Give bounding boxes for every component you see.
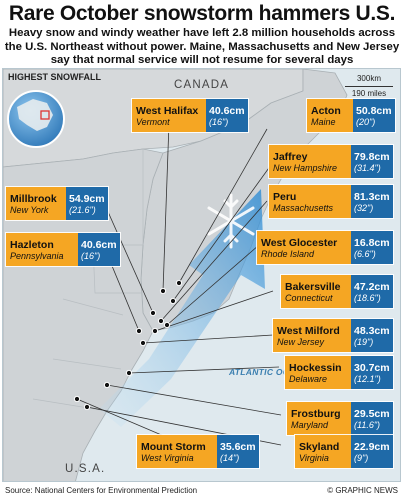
snowfall-inches: (6.6") [354,249,376,259]
callout-frostburg: Frostburg Maryland 29.5cm (11.6") [287,402,393,435]
country-label-usa: U.S.A. [65,463,106,475]
location-name: West Halifax [136,105,199,117]
snowfall-cm: 30.7cm [354,362,390,374]
credit: © GRAPHIC NEWS [327,486,398,495]
callout-acton: Acton Maine 50.8cm (20") [307,99,395,132]
callout-jaffrey: Jaffrey New Hampshire 79.8cm (31.4") [269,145,393,178]
map-panel: HIGHEST SNOWFALL CANADA U.S.A. ATLANTIC … [2,68,401,482]
callout-hazleton: Hazleton Pennsylvania 40.6cm (16") [6,233,120,266]
location-state: Rhode Island [261,249,315,259]
snowfall-inches: (18.6") [354,293,381,303]
location-name: Frostburg [291,408,341,420]
location-name: West Glocester [261,237,338,249]
callout-millbrook: Millbrook New York 54.9cm (21.6") [6,187,108,220]
location-name: Peru [273,191,297,203]
location-name: Millbrook [10,193,57,205]
location-state: New York [10,205,49,215]
location-name: West Milford [277,325,340,337]
callout-hockessin: Hockessin Delaware 30.7cm (12.1") [285,356,393,389]
snowfall-inches: (14") [220,453,240,463]
location-name: Jaffrey [273,151,308,163]
snowfall-cm: 22.9cm [354,441,390,453]
callout-bakersville: Bakersville Connecticut 47.2cm (18.6") [281,275,393,308]
location-state: Virginia [299,453,329,463]
snowfall-cm: 40.6cm [209,105,245,117]
scale-bar: 300km 190 miles [343,72,395,101]
snowfall-cm: 79.8cm [354,151,390,163]
callout-peru: Peru Massachusetts 81.3cm (32") [269,185,393,218]
snowfall-inches: (32") [354,203,374,213]
location-state: New Hampshire [273,163,338,173]
snowfall-inches: (19") [354,337,374,347]
snowfall-cm: 48.3cm [354,325,390,337]
location-state: Pennsylvania [10,251,64,261]
snowfall-inches: (16") [81,251,101,261]
source-note: Source: National Centers for Environment… [5,486,198,495]
location-name: Hazleton [10,239,54,251]
snowfall-cm: 50.8cm [356,105,392,117]
location-name: Skyland [299,441,340,453]
location-state: Maine [311,117,336,127]
scale-line [345,86,393,87]
location-state: Maryland [291,420,329,430]
country-label-canada: CANADA [174,79,230,91]
snowfall-inches: (16") [209,117,229,127]
location-state: New Jersey [277,337,325,347]
location-state: Massachusetts [273,203,334,213]
us-land [3,148,164,481]
location-state: Vermont [136,117,170,127]
snowfall-inches: (11.6") [354,420,381,430]
location-name: Acton [311,105,341,117]
location-state: West Virginia [141,453,194,463]
location-state: Connecticut [285,293,333,303]
snowfall-cm: 35.6cm [220,441,256,453]
snowfall-cm: 29.5cm [354,408,390,420]
location-name: Bakersville [285,281,341,293]
snowfall-cm: 16.8cm [354,237,390,249]
globe-locator-icon [7,90,65,148]
storm-arrow [99,189,265,427]
callout-west-milford: West Milford New Jersey 48.3cm (19") [273,319,393,352]
snowfall-inches: (21.6") [69,205,96,215]
snowfall-inches: (31.4") [354,163,381,173]
snowfall-cm: 47.2cm [354,281,390,293]
snowfall-inches: (20") [356,117,376,127]
scale-km: 300km [356,74,381,83]
page-title: Rare October snowstorm hammers U.S. [8,2,396,25]
snowfall-cm: 40.6cm [81,239,117,251]
location-dots [73,279,183,411]
map-heading: HIGHEST SNOWFALL [8,72,101,82]
callout-mount-storm: Mount Storm West Virginia 35.6cm (14") [137,435,259,468]
ocean-label: ATLANTIC OCEAN [229,367,309,377]
callout-west-halifax: West Halifax Vermont 40.6cm (16") [132,99,248,132]
snowfall-cm: 54.9cm [69,193,105,205]
map-graphic [3,69,348,481]
scale-miles: 190 miles [351,89,387,98]
callout-skyland: Skyland Virginia 22.9cm (9") [295,435,393,468]
location-name: Hockessin [289,362,342,374]
callout-west-glocester: West Glocester Rhode Island 16.8cm (6.6") [257,231,393,264]
snowfall-inches: (9") [354,453,369,463]
location-name: Mount Storm [141,441,206,453]
snowfall-inches: (12.1") [354,374,381,384]
location-state: Delaware [289,374,328,384]
snowfall-cm: 81.3cm [354,191,390,203]
page-subtitle: Heavy snow and windy weather have left 2… [4,27,400,66]
